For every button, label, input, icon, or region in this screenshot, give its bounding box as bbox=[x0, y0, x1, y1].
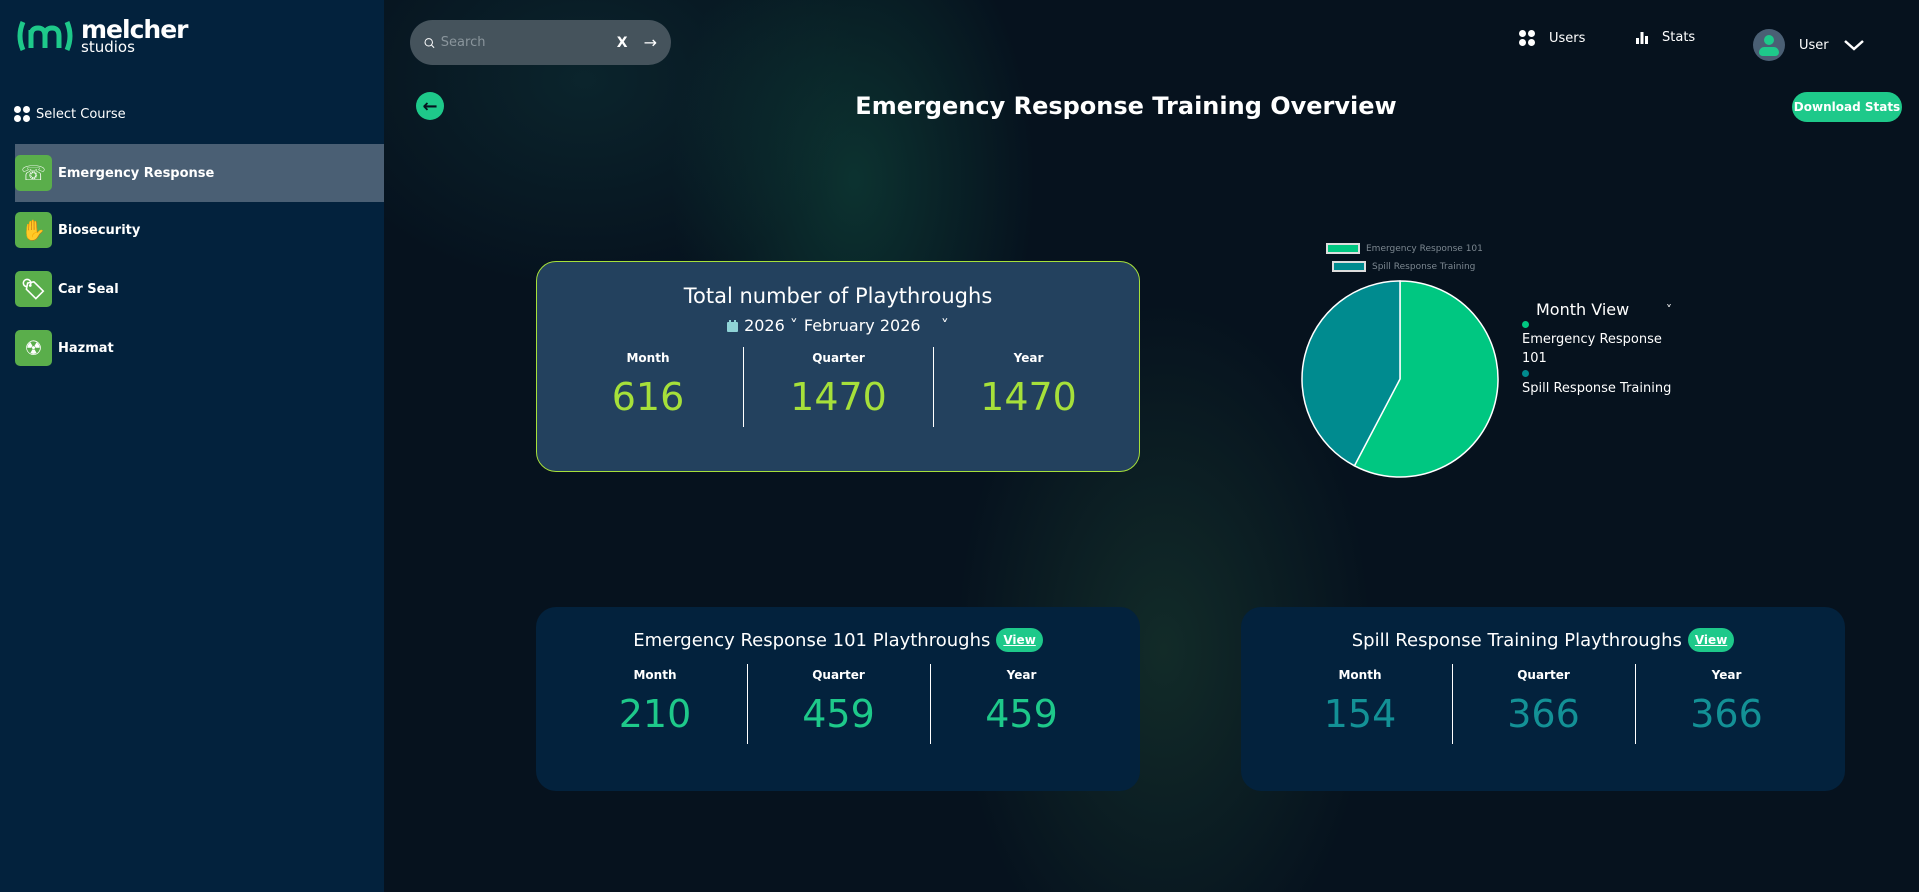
legend-item[interactable]: Emergency Response 101 bbox=[1326, 243, 1483, 254]
month-value: February 2026 bbox=[803, 316, 921, 335]
grid-icon bbox=[1519, 30, 1535, 46]
phone-plus-icon: ☏ bbox=[15, 155, 52, 191]
stat-quarter: Quarter 366 bbox=[1451, 664, 1635, 744]
stat-label: Year bbox=[1006, 668, 1037, 682]
stat-month: Month 616 bbox=[553, 347, 743, 427]
stat-value: 459 bbox=[985, 692, 1058, 736]
clear-search-button[interactable]: X bbox=[616, 34, 628, 51]
stat-label: Quarter bbox=[812, 351, 865, 365]
pie-slice-emergency-response-101[interactable] bbox=[1353, 280, 1499, 478]
stat-quarter: Quarter 459 bbox=[746, 664, 930, 744]
nav-users[interactable]: Users bbox=[1519, 30, 1585, 46]
brand-sub: studios bbox=[81, 38, 135, 56]
chevron-down-icon: ˅ bbox=[1666, 302, 1672, 317]
back-button[interactable]: ← bbox=[416, 92, 444, 120]
stat-year: Year 1470 bbox=[933, 347, 1123, 427]
legend-swatch bbox=[1332, 261, 1366, 272]
legend-label: Spill Response Training bbox=[1372, 261, 1476, 272]
stat-value: 1470 bbox=[790, 375, 887, 419]
stat-year: Year 459 bbox=[929, 664, 1113, 744]
year-select[interactable]: 2026 ˅ bbox=[744, 316, 798, 335]
sidebar-item-car-seal[interactable]: 🏷 Car Seal bbox=[15, 260, 384, 318]
stat-value: 1470 bbox=[980, 375, 1077, 419]
user-menu[interactable]: User bbox=[1753, 29, 1865, 61]
card-title: Total number of Playthroughs bbox=[683, 284, 993, 308]
stat-label: Quarter bbox=[812, 668, 865, 682]
hand-leaf-icon: ✋ bbox=[15, 212, 52, 248]
brand-name: melcher bbox=[81, 15, 188, 44]
side-legend-label: Spill Response Training bbox=[1522, 381, 1672, 396]
search-submit-button[interactable]: → bbox=[643, 33, 657, 52]
sidebar-item-label: Emergency Response bbox=[58, 165, 215, 181]
view-button[interactable]: View bbox=[1687, 628, 1735, 652]
month-view-label: Month View bbox=[1536, 300, 1630, 319]
date-selector: 2026 ˅ February 2026 ˅ bbox=[537, 316, 1139, 335]
search-icon bbox=[424, 37, 435, 48]
sidebar-item-label: Hazmat bbox=[58, 340, 114, 356]
search-bar: X → bbox=[410, 20, 671, 65]
sidebar-item-hazmat[interactable]: ☢ Hazmat bbox=[15, 319, 384, 377]
stat-month: Month 210 bbox=[564, 664, 747, 744]
user-name: User bbox=[1799, 37, 1829, 53]
nav-users-label: Users bbox=[1549, 30, 1586, 46]
stat-year: Year 366 bbox=[1634, 664, 1818, 744]
stat-label: Year bbox=[1711, 668, 1742, 682]
legend-dot bbox=[1522, 370, 1529, 377]
legend-dot bbox=[1522, 321, 1529, 328]
download-stats-button[interactable]: Download Stats bbox=[1792, 92, 1902, 122]
year-value: 2026 bbox=[744, 316, 785, 335]
select-course-label: Select Course bbox=[14, 106, 126, 122]
legend-label: Emergency Response 101 bbox=[1366, 243, 1483, 254]
card-title: Emergency Response 101 Playthroughs bbox=[633, 629, 991, 651]
stat-value: 154 bbox=[1323, 692, 1397, 736]
arrow-left-icon: ← bbox=[422, 95, 438, 117]
stat-quarter: Quarter 1470 bbox=[743, 347, 933, 427]
course-card-spill-response-training: Spill Response Training Playthroughs View… bbox=[1241, 607, 1845, 791]
chevron-down-icon bbox=[1843, 40, 1864, 51]
stat-value: 366 bbox=[1507, 692, 1580, 736]
stat-value: 616 bbox=[611, 375, 685, 419]
tag-seal-icon: 🏷 bbox=[15, 271, 52, 307]
nav-stats[interactable]: Stats bbox=[1636, 30, 1695, 45]
view-button[interactable]: View bbox=[996, 628, 1043, 652]
month-view-select[interactable]: Month View ˅ bbox=[1522, 300, 1672, 319]
sidebar-item-emergency-response[interactable]: ☏ Emergency Response bbox=[15, 144, 384, 202]
stat-value: 210 bbox=[618, 692, 692, 736]
search-input[interactable] bbox=[440, 35, 611, 50]
avatar bbox=[1753, 29, 1785, 61]
total-playthroughs-card: Total number of Playthroughs 2026 ˅ Febr… bbox=[536, 261, 1140, 472]
sidebar: melcher studios Select Course ☏ Emergenc… bbox=[0, 0, 384, 892]
page-title: Emergency Response Training Overview bbox=[855, 92, 1397, 120]
grid-icon bbox=[14, 106, 30, 122]
stat-label: Month bbox=[1338, 668, 1382, 682]
sidebar-item-biosecurity[interactable]: ✋ Biosecurity bbox=[15, 201, 384, 259]
select-course-text: Select Course bbox=[36, 106, 126, 122]
gas-mask-icon: ☢ bbox=[15, 330, 52, 366]
calendar-icon bbox=[727, 319, 739, 332]
stat-label: Month bbox=[633, 668, 677, 682]
sidebar-item-label: Biosecurity bbox=[58, 222, 141, 238]
stat-label: Quarter bbox=[1517, 668, 1570, 682]
stat-value: 459 bbox=[802, 692, 875, 736]
legend-item[interactable]: Spill Response Training bbox=[1332, 261, 1475, 272]
sidebar-item-label: Car Seal bbox=[58, 281, 119, 297]
logo[interactable]: melcher studios bbox=[15, 15, 188, 56]
legend-swatch bbox=[1326, 243, 1360, 254]
stat-label: Month bbox=[626, 351, 670, 365]
card-title: Spill Response Training Playthroughs bbox=[1351, 629, 1682, 651]
stat-value: 366 bbox=[1690, 692, 1763, 736]
pie-slice-spill-response-training[interactable] bbox=[1301, 280, 1401, 467]
side-legend-label: Emergency Response 101 bbox=[1522, 332, 1662, 366]
month-select[interactable]: February 2026 ˅ bbox=[803, 316, 949, 335]
nav-stats-label: Stats bbox=[1662, 30, 1696, 45]
course-card-emergency-response-101: Emergency Response 101 Playthroughs View … bbox=[536, 607, 1140, 791]
pie-chart bbox=[1301, 280, 1499, 478]
melcher-logo-icon bbox=[17, 21, 73, 51]
stat-label: Year bbox=[1013, 351, 1044, 365]
month-view-panel: Month View ˅ Emergency Response 101 Spill… bbox=[1522, 300, 1672, 398]
stat-month: Month 154 bbox=[1269, 664, 1452, 744]
bar-chart-icon bbox=[1636, 31, 1648, 44]
